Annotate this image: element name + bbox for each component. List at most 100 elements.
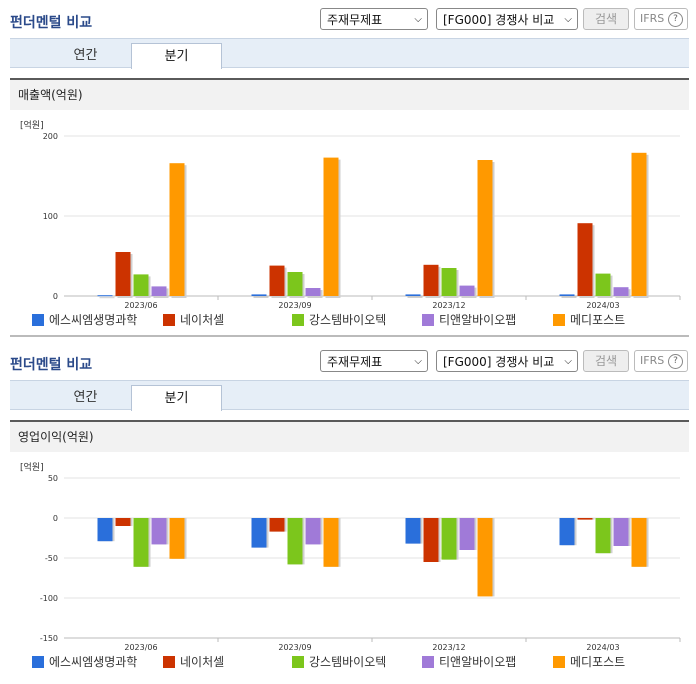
period-tabs: 연간 분기 <box>10 380 689 411</box>
x-tick-label: 2023/09 <box>278 643 311 652</box>
legend-item[interactable]: 메디포스트 <box>553 654 625 670</box>
bar <box>287 518 303 565</box>
bar <box>133 274 149 296</box>
divider <box>10 335 689 337</box>
bar <box>459 518 475 550</box>
bar <box>441 268 457 296</box>
tab-annual[interactable]: 연간 <box>73 48 98 63</box>
legend-item[interactable]: 메디포스트 <box>553 312 625 328</box>
y-tick-label: 100 <box>43 212 58 221</box>
fundamental-panel-revenue: 펀더멘털 비교 주재무제표 ⌵ [FG000] 경쟁사 비교 ⌵ 검색 IFRS… <box>0 0 696 340</box>
x-tick-label: 2024/03 <box>586 301 619 310</box>
search-button[interactable]: 검색 <box>583 350 629 372</box>
bar <box>287 272 303 296</box>
x-tick-label: 2024/03 <box>586 643 619 652</box>
bar <box>269 265 285 296</box>
bar <box>559 518 575 546</box>
chevron-down-icon: ⌵ <box>414 14 422 25</box>
chevron-down-icon: ⌵ <box>564 14 572 25</box>
x-tick-label: 2023/09 <box>278 301 311 310</box>
bar <box>595 273 611 296</box>
y-tick-label: 0 <box>53 514 58 523</box>
bar <box>423 518 439 562</box>
ifrs-button[interactable]: IFRS ? <box>634 350 688 372</box>
bar <box>151 518 167 545</box>
legend-item[interactable]: 에스씨엠생명과학 <box>32 312 137 328</box>
legend-item[interactable]: 티앤알바이오팹 <box>422 312 516 328</box>
y-tick-label: -150 <box>40 634 58 643</box>
x-tick-label: 2023/06 <box>124 301 157 310</box>
legend-swatch <box>553 314 565 326</box>
statement-select[interactable]: 주재무제표 ⌵ <box>320 350 428 372</box>
chevron-down-icon: ⌵ <box>564 356 572 367</box>
bar <box>97 295 113 297</box>
bar <box>577 518 593 520</box>
legend-item[interactable]: 강스템바이오텍 <box>292 312 386 328</box>
compare-select[interactable]: [FG000] 경쟁사 비교 ⌵ <box>436 8 578 30</box>
tab-quarterly[interactable]: 분기 <box>131 43 222 69</box>
statement-select-value: 주재무제표 <box>327 13 383 27</box>
y-tick-label: 200 <box>43 132 58 141</box>
chart-title: 매출액(억원) <box>10 78 689 110</box>
compare-select-value: [FG000] 경쟁사 비교 <box>443 13 555 27</box>
bar <box>323 157 339 296</box>
legend-item[interactable]: 강스템바이오텍 <box>292 654 386 670</box>
tab-quarterly[interactable]: 분기 <box>131 385 222 411</box>
bar <box>133 518 149 567</box>
bar-shadow <box>407 296 423 298</box>
statement-select-value: 주재무제표 <box>327 355 383 369</box>
bar <box>613 518 629 546</box>
tab-annual[interactable]: 연간 <box>73 390 98 405</box>
bar <box>305 518 321 545</box>
bar <box>631 518 647 567</box>
legend-label: 티앤알바이오팹 <box>439 313 517 327</box>
compare-select[interactable]: [FG000] 경쟁사 비교 ⌵ <box>436 350 578 372</box>
legend-label: 에스씨엠생명과학 <box>49 313 138 327</box>
legend-swatch <box>163 314 175 326</box>
legend-item[interactable]: 티앤알바이오팹 <box>422 654 516 670</box>
bar <box>151 286 167 296</box>
period-tabs: 연간 분기 <box>10 38 689 69</box>
y-tick-label: 0 <box>53 292 58 301</box>
bar <box>423 264 439 296</box>
bar <box>115 518 131 526</box>
bar <box>459 285 475 296</box>
bar <box>305 288 321 296</box>
x-tick-label: 2023/06 <box>124 643 157 652</box>
x-tick-label: 2023/12 <box>432 301 465 310</box>
bar <box>577 223 593 296</box>
legend-swatch <box>422 314 434 326</box>
legend-swatch <box>32 656 44 668</box>
compare-select-value: [FG000] 경쟁사 비교 <box>443 355 555 369</box>
unit-label: [억원] <box>20 463 44 473</box>
bar <box>559 294 575 296</box>
legend-swatch <box>32 314 44 326</box>
bar <box>323 518 339 567</box>
legend-label: 에스씨엠생명과학 <box>49 655 138 669</box>
bar <box>631 152 647 296</box>
legend: 에스씨엠생명과학 네이처셀 강스템바이오텍 티앤알바이오팹 메디포스트 <box>32 312 692 328</box>
y-tick-label: -50 <box>45 554 58 563</box>
legend-swatch <box>163 656 175 668</box>
legend-label: 강스템바이오텍 <box>309 655 387 669</box>
ifrs-label: IFRS <box>640 354 665 367</box>
legend-swatch <box>292 656 304 668</box>
legend-item[interactable]: 네이처셀 <box>163 654 224 670</box>
operating-income-chart: 50 0 -50 -100 -150 2023/06 2023/09 2023/12 2024/… <box>40 474 681 652</box>
bar <box>169 163 185 296</box>
search-button[interactable]: 검색 <box>583 8 629 30</box>
chart-title: 영업이익(억원) <box>10 420 689 452</box>
bar-shadow <box>253 296 269 298</box>
legend-label: 네이처셀 <box>180 655 225 669</box>
ifrs-button[interactable]: IFRS ? <box>634 8 688 30</box>
revenue-chart: 0 100 200 2023/06 2023/09 2023/12 2024/03 <box>43 132 681 310</box>
legend-item[interactable]: 에스씨엠생명과학 <box>32 654 137 670</box>
help-icon: ? <box>668 12 683 27</box>
y-tick-label: 50 <box>48 474 58 483</box>
legend: 에스씨엠생명과학 네이처셀 강스템바이오텍 티앤알바이오팹 메디포스트 <box>32 654 692 670</box>
ifrs-label: IFRS <box>640 12 665 25</box>
statement-select[interactable]: 주재무제표 ⌵ <box>320 8 428 30</box>
legend-item[interactable]: 네이처셀 <box>163 312 224 328</box>
fundamental-panel-operating-income: 펀더멘털 비교 주재무제표 ⌵ [FG000] 경쟁사 비교 ⌵ 검색 IFRS… <box>0 342 696 684</box>
legend-label: 강스템바이오텍 <box>309 313 387 327</box>
